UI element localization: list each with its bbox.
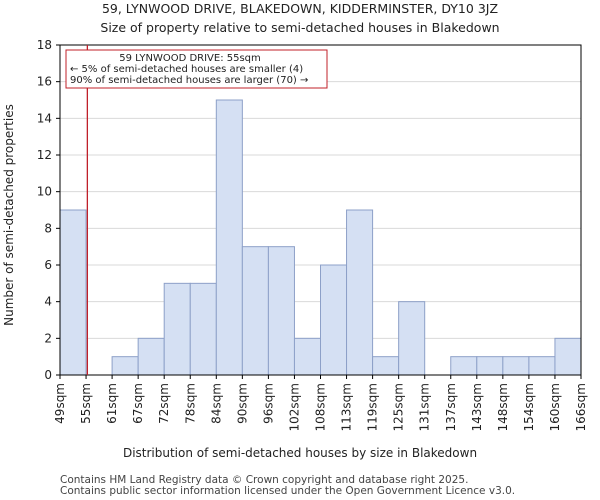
y-tick-label: 6 [44, 258, 52, 272]
bar-143sqm [477, 357, 503, 375]
y-tick-label: 18 [37, 38, 52, 52]
bar-113sqm [347, 210, 373, 375]
x-tick-label-102sqm: 102sqm [287, 383, 301, 431]
x-tick-label-137sqm: 137sqm [444, 383, 458, 431]
x-tick-label-125sqm: 125sqm [392, 383, 406, 431]
footer-line2: Contains public sector information licen… [60, 485, 515, 497]
x-tick-label-160sqm: 160sqm [548, 383, 562, 431]
bar-160sqm [555, 338, 581, 375]
bar-67sqm [138, 338, 164, 375]
x-tick-label-72sqm: 72sqm [157, 383, 171, 424]
annotation-line1: 59 LYNWOOD DRIVE: 55sqm [119, 53, 261, 64]
annotation-box: 59 LYNWOOD DRIVE: 55sqm ← 5% of semi-det… [66, 50, 327, 88]
y-axis-label: Number of semi-detached properties [2, 104, 16, 326]
bar-108sqm [321, 265, 347, 375]
x-tick-label-90sqm: 90sqm [235, 383, 249, 424]
x-tick-label-49sqm: 49sqm [53, 383, 67, 424]
bar-72sqm [164, 283, 190, 375]
y-tick-label: 0 [44, 368, 52, 382]
y-tick-label: 8 [44, 221, 52, 235]
y-axis-ticks: 0 2 4 6 8 10 12 14 16 18 [37, 38, 60, 382]
y-tick-label: 10 [37, 185, 52, 199]
bar-119sqm [373, 357, 399, 375]
bar-125sqm [399, 302, 425, 375]
x-tick-label-148sqm: 148sqm [496, 383, 510, 431]
y-tick-label: 2 [44, 331, 52, 345]
bar-90sqm [242, 247, 268, 375]
bar-96sqm [268, 247, 294, 375]
y-tick-label: 4 [44, 295, 52, 309]
x-tick-label-61sqm: 61sqm [105, 383, 119, 424]
x-tick-label-143sqm: 143sqm [470, 383, 484, 431]
y-tick-label: 14 [37, 111, 52, 125]
bars [60, 100, 581, 375]
x-tick-label-78sqm: 78sqm [183, 383, 197, 424]
x-tick-label-67sqm: 67sqm [131, 383, 145, 424]
x-tick-label-131sqm: 131sqm [418, 383, 432, 431]
bar-102sqm [294, 338, 320, 375]
bar-154sqm [529, 357, 555, 375]
x-tick-label-108sqm: 108sqm [314, 383, 328, 431]
y-tick-label: 16 [37, 75, 52, 89]
x-axis-ticks: 49sqm 55sqm 61sqm 67sqm 72sqm 78sqm 84sqm 90sqm… [53, 375, 588, 431]
bar-137sqm [451, 357, 477, 375]
x-tick-label-84sqm: 84sqm [209, 383, 223, 424]
chart-title-line2: Size of property relative to semi-detach… [100, 20, 499, 35]
x-tick-label-166sqm: 166sqm [574, 383, 588, 431]
x-axis-label: Distribution of semi-detached houses by … [123, 446, 477, 460]
x-tick-label-113sqm: 113sqm [340, 383, 354, 431]
x-tick-label-154sqm: 154sqm [522, 383, 536, 431]
y-tick-label: 12 [37, 148, 52, 162]
histogram-chart: 59, LYNWOOD DRIVE, BLAKEDOWN, KIDDERMINS… [0, 0, 600, 500]
bar-78sqm [190, 283, 216, 375]
annotation-line3: 90% of semi-detached houses are larger (… [70, 75, 308, 86]
x-tick-label-96sqm: 96sqm [261, 383, 275, 424]
bar-84sqm [216, 100, 242, 375]
x-tick-label-55sqm: 55sqm [79, 383, 93, 424]
bar-148sqm [503, 357, 529, 375]
annotation-line2: ← 5% of semi-detached houses are smaller… [70, 64, 303, 75]
x-tick-label-119sqm: 119sqm [366, 383, 380, 431]
bar-49sqm [60, 210, 86, 375]
bar-61sqm [112, 357, 138, 375]
chart-title-line1: 59, LYNWOOD DRIVE, BLAKEDOWN, KIDDERMINS… [102, 1, 498, 16]
